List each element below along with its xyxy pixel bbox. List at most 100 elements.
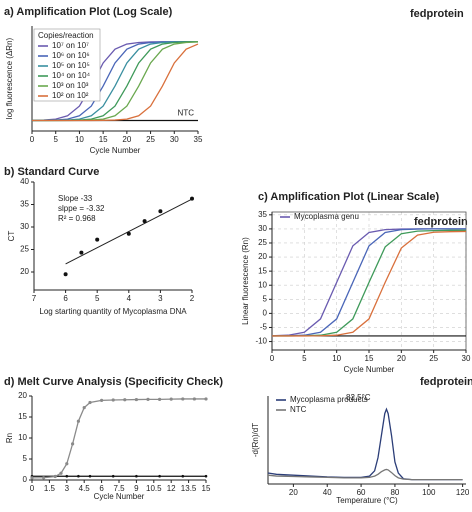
x-tick-label: 3	[65, 484, 70, 493]
x-tick-label: 10	[75, 135, 84, 144]
x-tick-label: 30	[462, 354, 471, 363]
y-axis-label: Rn	[5, 433, 14, 443]
y-tick-label: 15	[258, 266, 267, 275]
series-marker	[71, 442, 75, 446]
series-line	[32, 43, 199, 122]
chart-title: b) Standard Curve	[4, 166, 99, 178]
reference-marker	[88, 474, 92, 478]
x-tick-label: 4.5	[79, 484, 91, 493]
annotation: 82.5°C	[346, 393, 371, 402]
x-tick-label: 20	[289, 488, 298, 497]
reference-label: NTC	[178, 109, 195, 118]
y-axis-label: Linear fluorescence (Rn)	[241, 237, 250, 325]
legend-label: 10⁴ on 10⁴	[52, 71, 91, 80]
legend-box	[33, 28, 101, 102]
x-tick-label: 120	[456, 488, 470, 497]
series-marker	[204, 397, 208, 401]
series-marker	[76, 419, 80, 423]
reference-marker	[77, 474, 80, 478]
point	[126, 231, 131, 236]
x-tick-label: 40	[323, 488, 332, 497]
series-marker	[111, 398, 115, 402]
point	[79, 250, 84, 255]
x-tick-label: 10.5	[146, 484, 162, 493]
x-tick-label: 0	[30, 135, 35, 144]
reference-marker	[204, 474, 208, 478]
series-marker	[65, 462, 69, 466]
y-tick-label: -10	[255, 337, 267, 346]
x-tick-label: 4	[127, 294, 132, 303]
fit-line	[65, 198, 193, 265]
y-axis-label: -d(Rn)/dT	[251, 423, 260, 457]
legend-title: Copies/reaction	[38, 31, 94, 40]
series-marker	[192, 397, 196, 401]
x-tick-label: 0	[30, 484, 35, 493]
x-tick-label: 6	[63, 294, 68, 303]
series-line	[272, 230, 467, 337]
annotation: slppe = -3.32	[58, 204, 105, 213]
x-tick-label: 9	[134, 484, 139, 493]
series-marker	[100, 398, 104, 402]
y-tick-label: 25	[258, 238, 267, 247]
x-tick-label: 6	[99, 484, 104, 493]
x-axis-label: Cycle Number	[90, 146, 141, 155]
y-tick-label: 40	[20, 177, 29, 186]
y-tick-label: 35	[20, 200, 29, 209]
series-marker	[123, 398, 127, 402]
legend-label: 10³ on 10³	[52, 81, 89, 90]
y-tick-label: 10	[258, 280, 267, 289]
legend-label: Mycoplasma products	[290, 395, 368, 404]
x-axis-label: Cycle Number	[344, 365, 395, 374]
y-tick-label: -5	[260, 323, 268, 332]
y-tick-label: 15	[18, 412, 27, 421]
series-marker	[53, 474, 57, 479]
x-tick-label: 1.5	[44, 484, 56, 493]
chart-title: d) Melt Curve Analysis (Specificity Chec…	[4, 376, 223, 388]
watermark: fedprotein	[410, 8, 464, 20]
x-tick-label: 100	[422, 488, 436, 497]
x-tick-label: 15	[365, 354, 374, 363]
reference-marker	[111, 474, 115, 478]
series-marker	[158, 397, 162, 401]
x-tick-label: 30	[170, 135, 179, 144]
watermark: fedprotein	[420, 376, 472, 388]
y-tick-label: 25	[20, 245, 29, 254]
reference-marker	[158, 474, 161, 478]
y-tick-label: 0	[23, 475, 28, 484]
point	[158, 209, 163, 214]
x-tick-label: 5	[53, 135, 58, 144]
x-tick-label: 2	[190, 294, 195, 303]
x-tick-label: 35	[194, 135, 203, 144]
y-tick-label: 20	[18, 391, 27, 400]
x-tick-label: 13.5	[181, 484, 197, 493]
x-tick-label: 0	[270, 354, 275, 363]
legend-label: 10⁷ on 10⁷	[52, 41, 89, 50]
series-marker	[82, 405, 86, 410]
series-marker	[146, 397, 150, 401]
reference-marker	[181, 474, 185, 478]
x-axis-label: Log starting quantity of Mycoplasma DNA	[39, 307, 187, 316]
y-tick-label: 35	[258, 210, 267, 219]
point	[142, 219, 147, 224]
y-tick-label: 5	[23, 454, 28, 463]
x-axis-label: Cycle Number	[94, 492, 145, 501]
series-marker	[181, 397, 185, 401]
x-tick-label: 10	[332, 354, 341, 363]
series-marker	[42, 476, 46, 480]
series-marker	[134, 397, 138, 402]
annotation: R² = 0.968	[58, 214, 96, 223]
watermark: fedprotein	[414, 216, 468, 228]
x-tick-label: 20	[122, 135, 131, 144]
x-tick-label: 7.5	[113, 484, 125, 493]
y-tick-label: 20	[258, 252, 267, 261]
x-tick-label: 5	[95, 294, 100, 303]
y-axis-label: log fluorescence (ΔRn)	[5, 37, 14, 119]
x-axis-label: Temperature (°C)	[336, 496, 398, 505]
x-tick-label: 12	[167, 484, 176, 493]
series-marker	[30, 476, 34, 480]
x-tick-label: 25	[429, 354, 438, 363]
y-tick-label: 0	[263, 308, 268, 317]
series-line	[267, 468, 463, 481]
x-tick-label: 15	[202, 484, 211, 493]
